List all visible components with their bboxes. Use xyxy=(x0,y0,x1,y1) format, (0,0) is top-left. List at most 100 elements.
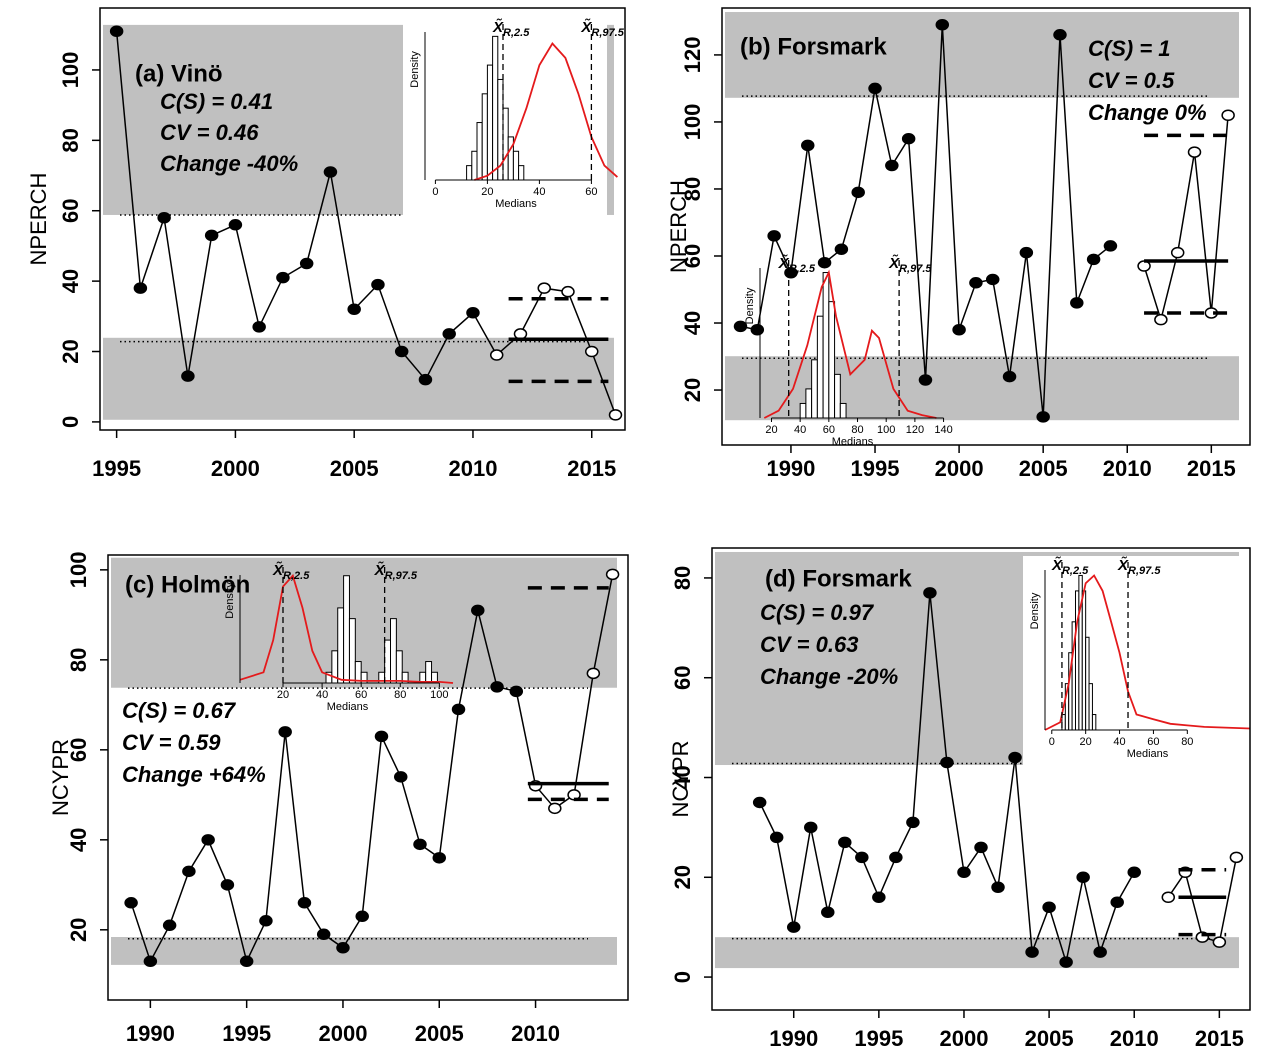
series-line xyxy=(130,574,614,964)
point xyxy=(220,879,235,891)
point xyxy=(1042,901,1056,913)
inset-hist-bar xyxy=(343,575,350,684)
point xyxy=(143,955,158,968)
y-tick-label: 60 xyxy=(680,244,705,268)
inset-hist-bar xyxy=(481,93,488,181)
panel-stat: C(S) = 0.41 xyxy=(160,89,273,114)
point xyxy=(974,841,988,854)
inset-tick-label: 60 xyxy=(1147,736,1159,748)
inset-quantile-label: X̃R,2.5 xyxy=(272,561,310,582)
point xyxy=(1229,851,1244,864)
point xyxy=(872,891,886,903)
panel-stat: Change +64% xyxy=(122,762,266,787)
point xyxy=(374,730,389,743)
inset-y-label: Density xyxy=(1029,592,1041,629)
threshold-band xyxy=(103,337,614,420)
point xyxy=(1008,751,1022,764)
quantile-symbol: X̃ xyxy=(1117,556,1129,574)
point xyxy=(957,866,971,879)
point xyxy=(252,321,266,333)
quantile-symbol: X̃ xyxy=(888,254,900,272)
inset-hist-bar xyxy=(839,402,847,419)
point xyxy=(923,587,937,599)
inset-hist-bar xyxy=(811,359,818,419)
inset-tick-label: 40 xyxy=(316,689,328,701)
y-tick-label: 80 xyxy=(680,177,705,201)
point xyxy=(297,897,312,909)
x-tick-label: 1990 xyxy=(126,1021,175,1046)
point xyxy=(204,229,219,242)
panel-stat: C(S) = 1 xyxy=(1088,36,1171,61)
point xyxy=(918,374,933,386)
point xyxy=(182,865,196,878)
point xyxy=(162,919,177,932)
point xyxy=(784,266,798,279)
point xyxy=(786,921,801,933)
point xyxy=(889,851,903,864)
point xyxy=(834,243,849,256)
x-tick-label: 2015 xyxy=(1187,456,1236,481)
inset-hist-bar xyxy=(822,272,830,419)
point xyxy=(1059,956,1073,968)
plot-frame xyxy=(721,7,1251,446)
inset-quantile-label: X̃R,2.5 xyxy=(492,18,530,39)
point xyxy=(750,323,765,336)
point xyxy=(733,320,748,333)
x-tick-label: 2010 xyxy=(1103,456,1152,481)
point xyxy=(1053,29,1067,41)
inset-hist-bar xyxy=(1091,714,1097,731)
point xyxy=(838,836,852,849)
y-tick-label: 80 xyxy=(58,128,83,152)
y-tick-label: 80 xyxy=(670,566,695,590)
quantile-subscript: R,2.5 xyxy=(503,27,530,39)
point xyxy=(769,831,784,844)
point xyxy=(851,186,865,199)
point xyxy=(259,915,273,927)
quantile-subscript: R,97.5 xyxy=(899,263,932,275)
inset-hist-bar xyxy=(518,165,525,181)
point xyxy=(489,349,504,361)
point xyxy=(906,816,920,829)
panel-stat: Change -20% xyxy=(760,664,898,689)
point xyxy=(1086,253,1101,266)
inset-tick-label: 80 xyxy=(394,689,406,701)
point xyxy=(157,212,171,224)
point xyxy=(1154,313,1168,326)
series-line xyxy=(115,31,617,416)
inset-hist-bar xyxy=(805,388,813,419)
point xyxy=(432,852,447,864)
inset-tick-label: 40 xyxy=(533,186,545,198)
point xyxy=(991,881,1005,894)
inset-hist-bar xyxy=(476,122,483,181)
inset-tick-label: 20 xyxy=(765,424,777,436)
inset-hist-bar xyxy=(1081,590,1087,731)
point xyxy=(1187,146,1202,158)
x-tick-label: 1995 xyxy=(854,1026,903,1051)
point xyxy=(940,756,954,769)
point xyxy=(466,307,480,319)
x-tick-label: 1995 xyxy=(92,456,141,481)
inset-hist-bar xyxy=(502,107,509,181)
inset-tick-label: 40 xyxy=(1113,736,1125,748)
inset-hist-bar xyxy=(486,64,494,181)
panel-label: (b) Forsmark xyxy=(740,33,887,60)
panel-stat: CV = 0.46 xyxy=(160,120,259,145)
quantile-symbol: X̃ xyxy=(580,18,592,36)
inset-x-label: Medians xyxy=(1127,748,1169,760)
inset-quantile-label: X̃R,97.5 xyxy=(374,561,418,582)
point xyxy=(1221,109,1235,121)
quantile-symbol: X̃ xyxy=(272,561,284,579)
inset-tick-label: 0 xyxy=(432,186,438,198)
inset-quantile-label: X̃R,2.5 xyxy=(1051,556,1089,577)
x-tick-label: 1990 xyxy=(766,456,815,481)
inset-density xyxy=(763,269,937,419)
inset-tick-label: 80 xyxy=(1181,736,1193,748)
y-tick-label: 60 xyxy=(66,738,91,762)
inset-tick-label: 20 xyxy=(1080,736,1092,748)
point xyxy=(1093,946,1107,958)
